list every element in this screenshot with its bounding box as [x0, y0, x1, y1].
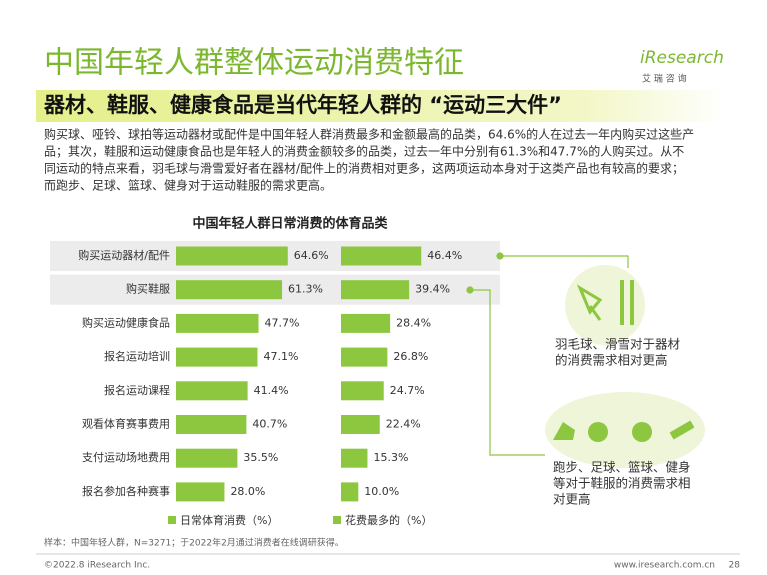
chart-title: 中国年轻人群日常消费的体育品类: [192, 216, 388, 232]
bar: [176, 448, 238, 468]
value-label: 28.4%: [396, 316, 431, 329]
ski-icon: [620, 280, 634, 325]
connectors: [466, 252, 629, 456]
category-label: 观看体育赛事费用: [82, 417, 170, 431]
icon-bg: [565, 265, 645, 345]
bar: [176, 313, 259, 333]
subtitle-band: [36, 90, 726, 122]
legend-swatch: [333, 516, 341, 524]
logo: iResearch: [640, 48, 724, 68]
category-label: 报名运动培训: [104, 349, 170, 363]
category-label: 购买运动器材/配件: [78, 248, 170, 262]
bar: [341, 381, 384, 401]
icon-bg: [545, 392, 705, 468]
value-label: 40.7%: [252, 418, 287, 431]
value-label: 10.0%: [364, 485, 399, 498]
logo-sub: 艾 瑞 咨 询: [642, 73, 687, 85]
category-label: 购买运动健康食品: [82, 315, 170, 329]
paragraph-line: 同运动的特点来看，羽毛球与滑雪爱好者在器材/配件上的消费相对更多，这两项运动本身…: [44, 161, 684, 176]
url: www.iresearch.com.cn: [614, 561, 715, 571]
value-label: 22.4%: [386, 418, 421, 431]
value-label: 46.4%: [427, 249, 462, 262]
bar: [341, 448, 368, 468]
legend-label: 花费最多的（%）: [345, 513, 432, 527]
bar: [176, 381, 248, 401]
bar: [341, 280, 410, 300]
annotation: 等对于鞋服的消费需求相: [553, 476, 691, 491]
annotation: 的消费需求相对更高: [555, 353, 668, 368]
bar: [341, 313, 391, 333]
title: 中国年轻人群整体运动消费特征: [44, 46, 464, 81]
value-label: 28.0%: [230, 485, 265, 498]
bar: [176, 246, 288, 266]
value-label: 61.3%: [288, 283, 323, 296]
category-label: 报名运动课程: [104, 383, 170, 397]
page-number: 28: [729, 561, 741, 571]
value-label: 35.5%: [243, 451, 278, 464]
subtitle: 器材、鞋服、健康食品是当代年轻人群的 “运动三大件”: [43, 93, 562, 117]
legend-label: 日常体育消费（%）: [180, 513, 278, 527]
bar: [176, 482, 225, 502]
paragraph-line: 而跑步、足球、篮球、健身对于运动鞋服的需求更高。: [44, 178, 332, 193]
value-label: 24.7%: [390, 384, 425, 397]
bar: [341, 415, 380, 434]
bar: [341, 482, 359, 502]
category-label: 报名参加各种赛事: [82, 484, 170, 498]
value-label: 47.1%: [263, 350, 298, 363]
paragraph-line: 品；其次，鞋服和运动健康食品也是年轻人的消费金额较多的品类，过去一年中分别有61…: [44, 144, 684, 159]
annotation: 对更高: [553, 492, 591, 507]
bar: [176, 415, 247, 434]
legend-swatch: [168, 516, 176, 524]
bar: [176, 280, 283, 300]
category-label: 支付运动场地费用: [82, 450, 170, 464]
value-label: 26.8%: [393, 350, 428, 363]
value-label: 15.3%: [373, 451, 408, 464]
value-label: 64.6%: [294, 249, 329, 262]
sport-icons: [553, 420, 695, 442]
value-label: 47.7%: [265, 316, 300, 329]
paragraph-line: 购买球、哑铃、球拍等运动器材或配件是中国年轻人群消费最多和金额最高的品类，64.…: [44, 127, 694, 142]
annotation: 跑步、足球、篮球、健身: [553, 460, 691, 475]
shuttle-icon: [576, 284, 603, 321]
value-label: 39.4%: [415, 283, 450, 296]
copyright: ©2022.8 iResearch Inc.: [44, 561, 150, 571]
source: 样本：中国年轻人群，N=3271；于2022年2月通过消费者在线调研获得。: [44, 537, 344, 549]
annotation: 羽毛球、滑雪对于器材: [555, 337, 680, 352]
bar: [176, 347, 258, 367]
category-label: 购买鞋服: [126, 282, 170, 296]
value-label: 41.4%: [254, 384, 289, 397]
bar: [341, 347, 388, 367]
bar: [341, 246, 422, 266]
